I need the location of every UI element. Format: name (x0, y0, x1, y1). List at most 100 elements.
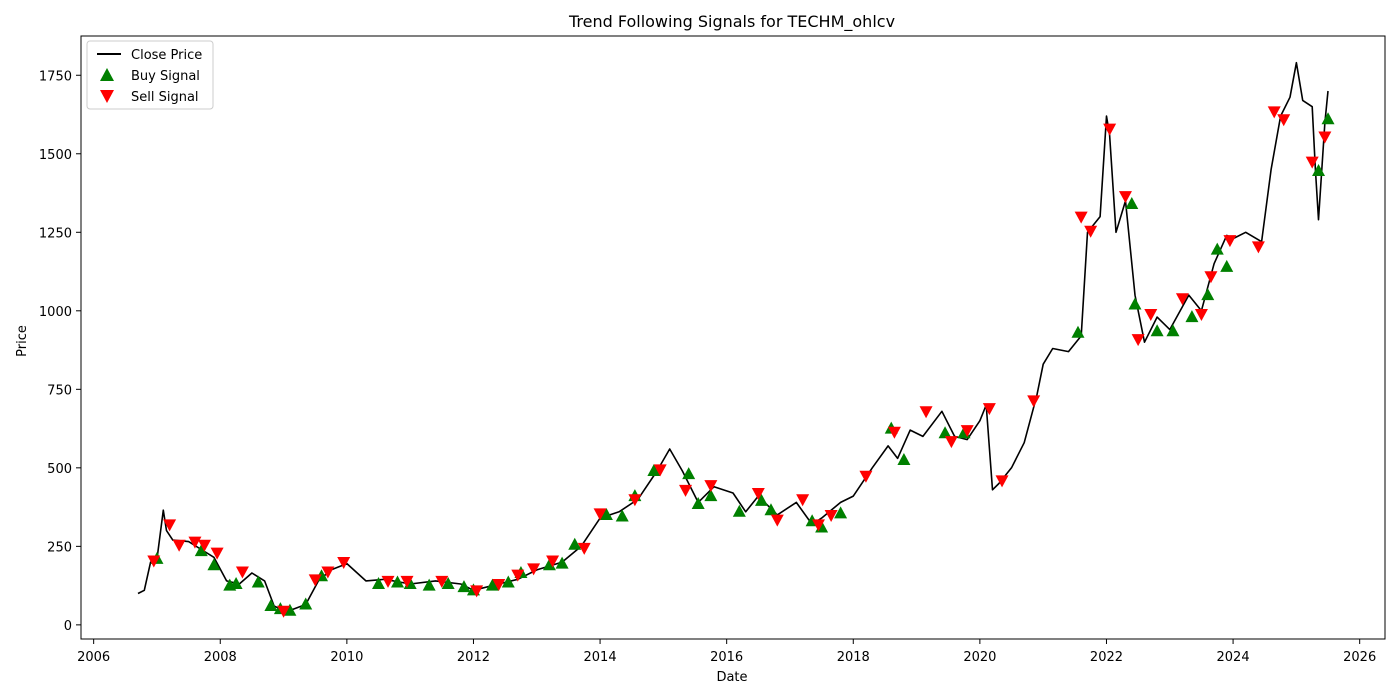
chart-title: Trend Following Signals for TECHM_ohlcv (568, 12, 895, 32)
x-tick-label: 2024 (1217, 650, 1250, 665)
y-tick-label: 0 (64, 619, 72, 634)
legend-sell-label: Sell Signal (131, 90, 199, 105)
buy-signal-marker (754, 493, 768, 506)
sell-signal-marker (1118, 191, 1132, 204)
buy-signal-marker (555, 556, 569, 569)
plot-area (80, 35, 1386, 640)
buy-signal-marker (1312, 164, 1326, 177)
sell-signal-marker (277, 605, 291, 618)
legend-buy-label: Buy Signal (131, 69, 200, 84)
buy-signal-marker (704, 489, 718, 502)
buy-signal-marker (834, 506, 848, 519)
buy-signal-marker (422, 578, 436, 591)
buy-signal-marker (1201, 288, 1215, 301)
sell-signal-marker (1084, 225, 1098, 238)
sell-signal-marker (1267, 106, 1281, 119)
sell-signal-marker (1318, 131, 1332, 144)
sell-signal-marker (308, 574, 322, 587)
legend-buy-swatch (100, 68, 114, 81)
x-tick-label: 2020 (963, 650, 996, 665)
buy-signal-marker (299, 597, 313, 610)
buy-signal-marker (485, 578, 499, 591)
buy-signal-marker (682, 467, 696, 480)
buy-signal-marker (938, 426, 952, 439)
sell-signal-marker (321, 566, 335, 579)
buy-signal-marker (615, 509, 629, 522)
legend-frame (86, 40, 214, 110)
buy-signal-marker (1166, 324, 1180, 337)
sell-signal-marker (859, 470, 873, 483)
buy-signal-marker (251, 575, 265, 588)
buy-signal-marker (647, 463, 661, 476)
x-tick-label: 2006 (77, 650, 110, 665)
x-tick-label: 2016 (710, 650, 743, 665)
legend-close-label: Close Price (131, 48, 202, 63)
legend: Close Price Buy Signal Sell Signal (86, 40, 214, 110)
sell-signal-marker (577, 542, 591, 555)
buy-signal-marker (264, 599, 278, 612)
x-axis: 2006 2008 2010 2012 2014 2016 2018 2020 2022 2024… (77, 639, 1376, 665)
y-tick-label: 750 (47, 383, 72, 398)
sell-signal-marker (593, 508, 607, 521)
sell-signal-marker (628, 494, 642, 507)
x-tick-label: 2026 (1343, 650, 1376, 665)
sell-signal-marker (210, 547, 224, 560)
y-tick-label: 500 (47, 462, 72, 477)
x-tick-label: 2010 (330, 650, 363, 665)
sell-signal-marker (337, 557, 351, 570)
buy-signal-marker (457, 580, 471, 593)
x-tick-label: 2008 (204, 650, 237, 665)
sell-signal-marker (919, 406, 933, 419)
sell-signal-marker (235, 566, 249, 579)
sell-signal-marker (824, 509, 838, 522)
sell-signal-marker (511, 569, 525, 582)
sell-signal-marker (172, 539, 186, 552)
sell-signal-marker (751, 487, 765, 500)
buy-signal-marker (1150, 324, 1164, 337)
buy-signal-marker (732, 504, 746, 517)
sell-signal-marker (1194, 308, 1208, 321)
sell-signal-marker (995, 475, 1009, 488)
sell-signal-marker (679, 484, 693, 497)
buy-signal-marker (441, 577, 455, 590)
sell-signal-marker (1204, 271, 1218, 284)
x-tick-label: 2018 (837, 650, 870, 665)
y-axis: 0 250 500 750 1000 1250 1500 1750 (39, 69, 81, 634)
buy-signal-marker (194, 544, 208, 557)
buy-signal-marker (691, 496, 705, 509)
buy-signal-marker (568, 537, 582, 550)
buy-signal-marker (1185, 310, 1199, 323)
buy-signal-marker (897, 452, 911, 465)
buy-signal-marker (1321, 112, 1335, 125)
buy-signal-marker (1128, 297, 1142, 310)
sell-signal-marker (1277, 114, 1291, 127)
buy-signal-marker (1125, 197, 1139, 210)
buy-signal-marker (599, 507, 613, 520)
sell-signal-marker (1131, 334, 1145, 347)
x-tick-label: 2012 (457, 650, 490, 665)
sell-signal-marker (1223, 235, 1237, 248)
sell-signal-marker (811, 519, 825, 532)
sell-signal-marker (188, 536, 202, 549)
sell-signal-marker (546, 555, 560, 568)
sell-signal-marker (527, 563, 541, 576)
sell-signal-marker (1103, 123, 1117, 136)
sell-signal-marker (796, 494, 810, 507)
legend-sell-swatch (100, 90, 114, 103)
x-tick-label: 2014 (584, 650, 617, 665)
buy-signal-marker (372, 577, 386, 590)
sell-signal-marker (704, 480, 718, 493)
buy-signal-marker (283, 603, 297, 616)
sell-signal-marker (1144, 308, 1158, 321)
x-axis-label: Date (716, 670, 747, 685)
buy-signal-marker (1210, 242, 1224, 255)
sell-signal-marker (1305, 156, 1319, 169)
y-tick-label: 1750 (39, 69, 72, 84)
buy-signal-marker (764, 503, 778, 516)
y-tick-label: 250 (47, 540, 72, 555)
sell-signal-marker (1027, 395, 1041, 408)
sell-signal-marker (400, 575, 414, 588)
sell-signal-marker (1074, 211, 1088, 224)
series-layer (137, 61, 1335, 618)
y-axis-label: Price (15, 325, 30, 357)
